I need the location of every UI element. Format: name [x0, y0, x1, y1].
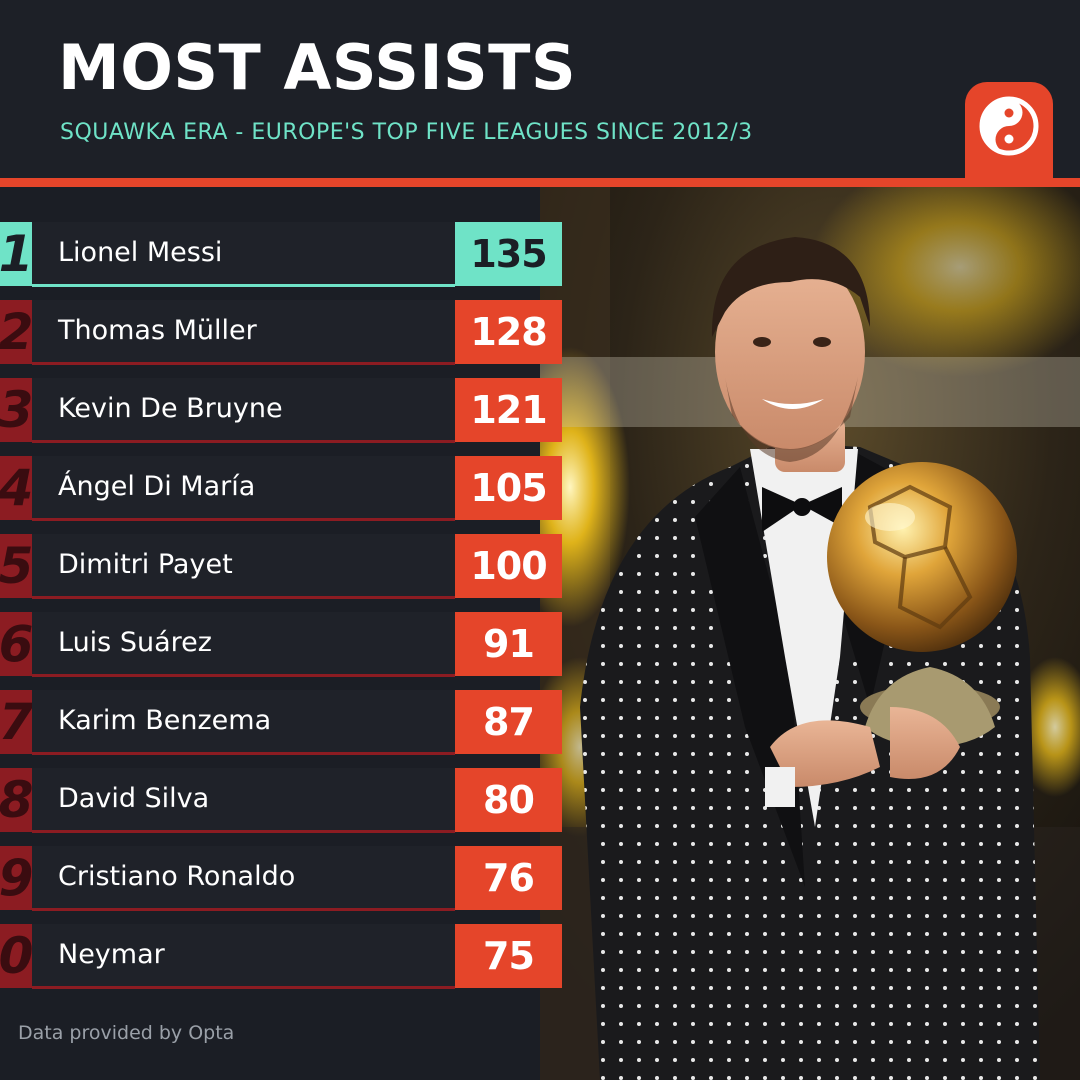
player-name: Dimitri Payet — [58, 549, 233, 580]
assists-value: 76 — [483, 856, 535, 900]
assists-cell: 135 — [455, 222, 562, 286]
chart-subtitle: SQUAWKA ERA - EUROPE'S TOP FIVE LEAGUES … — [60, 120, 753, 145]
rank-cell: 3 — [0, 378, 32, 442]
player-cell: Neymar — [32, 924, 455, 986]
rank-cell: 4 — [0, 456, 32, 520]
rank-number: 5 — [0, 537, 32, 595]
assists-cell: 121 — [455, 378, 562, 442]
rank-cell: 6 — [0, 612, 32, 676]
player-cell: Cristiano Ronaldo — [32, 846, 455, 908]
table-row: 3 Kevin De Bruyne 121 — [0, 378, 562, 443]
chart-title: MOST ASSISTS — [58, 31, 577, 104]
assists-cell: 105 — [455, 456, 562, 520]
player-photo — [540, 187, 1080, 1080]
rank-number: 8 — [0, 771, 32, 829]
assists-value: 87 — [483, 700, 535, 744]
player-cell: Lionel Messi — [32, 222, 455, 284]
player-name: Thomas Müller — [58, 315, 257, 346]
table-row: 2 Thomas Müller 128 — [0, 300, 562, 365]
assists-cell: 100 — [455, 534, 562, 598]
player-cell: Kevin De Bruyne — [32, 378, 455, 440]
row-underline — [32, 908, 455, 911]
rank-number: 1 — [0, 225, 32, 283]
player-cell: Ángel Di María — [32, 456, 455, 518]
accent-rule — [0, 178, 1080, 187]
assists-value: 91 — [483, 622, 535, 666]
assists-cell: 75 — [455, 924, 562, 988]
header: MOST ASSISTS SQUAWKA ERA - EUROPE'S TOP … — [0, 0, 1080, 178]
squawka-logo-icon — [979, 96, 1039, 156]
rank-number: 4 — [0, 459, 32, 517]
table-row: 8 David Silva 80 — [0, 768, 562, 833]
row-underline — [32, 440, 455, 443]
player-cell: David Silva — [32, 768, 455, 830]
player-name: Karim Benzema — [58, 705, 272, 736]
assists-value: 128 — [470, 310, 547, 354]
rank-cell: 8 — [0, 768, 32, 832]
assists-cell: 76 — [455, 846, 562, 910]
table-row: 0 Neymar 75 — [0, 924, 562, 989]
rank-number: 7 — [0, 693, 32, 751]
assists-cell: 91 — [455, 612, 562, 676]
assists-cell: 128 — [455, 300, 562, 364]
assists-cell: 87 — [455, 690, 562, 754]
assists-value: 75 — [483, 934, 535, 978]
rank-number: 0 — [0, 927, 32, 985]
player-name: Ángel Di María — [58, 471, 256, 502]
assists-value: 121 — [470, 388, 547, 432]
row-underline — [32, 752, 455, 755]
table-row: 5 Dimitri Payet 100 — [0, 534, 562, 599]
assists-value: 100 — [470, 544, 547, 588]
table-row: 6 Luis Suárez 91 — [0, 612, 562, 677]
row-underline — [32, 362, 455, 365]
assists-value: 105 — [470, 466, 547, 510]
assists-value: 135 — [470, 232, 547, 276]
rank-number: 3 — [0, 381, 32, 439]
brand-logo — [965, 82, 1053, 182]
table-row: 1 Lionel Messi 135 — [0, 222, 562, 287]
assists-cell: 80 — [455, 768, 562, 832]
table-row: 7 Karim Benzema 87 — [0, 690, 562, 755]
row-underline — [32, 596, 455, 599]
rank-cell: 5 — [0, 534, 32, 598]
player-name: Luis Suárez — [58, 627, 212, 658]
player-name: Neymar — [58, 939, 165, 970]
row-underline — [32, 830, 455, 833]
row-underline — [32, 674, 455, 677]
table-row: 4 Ángel Di María 105 — [0, 456, 562, 521]
rank-number: 2 — [0, 303, 32, 361]
player-cell: Luis Suárez — [32, 612, 455, 674]
row-underline — [32, 284, 455, 287]
player-cell: Dimitri Payet — [32, 534, 455, 596]
table-row: 9 Cristiano Ronaldo 76 — [0, 846, 562, 911]
rank-number: 9 — [0, 849, 32, 907]
rank-cell: 1 — [0, 222, 32, 286]
row-underline — [32, 518, 455, 521]
rank-cell: 2 — [0, 300, 32, 364]
assists-value: 80 — [483, 778, 535, 822]
player-cell: Thomas Müller — [32, 300, 455, 362]
rank-cell: 9 — [0, 846, 32, 910]
row-underline — [32, 986, 455, 989]
player-name: Cristiano Ronaldo — [58, 861, 296, 892]
data-source: Data provided by Opta — [18, 1022, 235, 1044]
rank-cell: 0 — [0, 924, 32, 988]
ranking-table: 1 Lionel Messi 135 2 Thomas Müller 128 3 Kevin … — [0, 222, 562, 992]
rank-number: 6 — [0, 615, 32, 673]
player-cell: Karim Benzema — [32, 690, 455, 752]
player-name: Lionel Messi — [58, 237, 223, 268]
rank-cell: 7 — [0, 690, 32, 754]
player-name: Kevin De Bruyne — [58, 393, 283, 424]
player-name: David Silva — [58, 783, 210, 814]
